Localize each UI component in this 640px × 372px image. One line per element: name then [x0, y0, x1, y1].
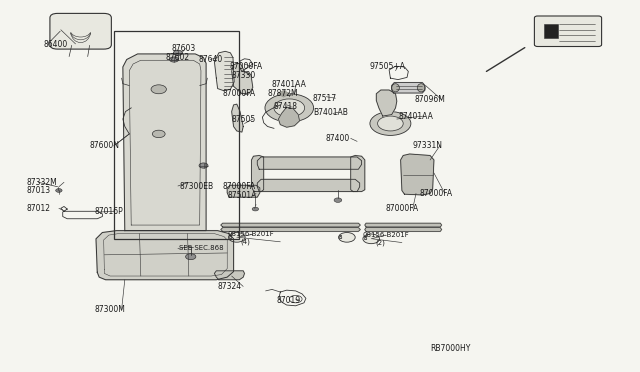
Polygon shape [232, 63, 253, 94]
Circle shape [170, 57, 179, 62]
Circle shape [199, 163, 208, 168]
FancyBboxPatch shape [534, 16, 602, 46]
Text: 87400: 87400 [325, 134, 349, 143]
Circle shape [228, 232, 245, 242]
Text: 87000FA: 87000FA [419, 189, 452, 198]
Ellipse shape [392, 84, 399, 92]
Text: 87324: 87324 [218, 282, 242, 291]
Polygon shape [257, 179, 360, 192]
Circle shape [370, 112, 411, 135]
Text: 87602: 87602 [165, 53, 189, 62]
Bar [114, 31, 239, 239]
Polygon shape [221, 228, 360, 231]
Text: 87603: 87603 [172, 44, 196, 53]
Polygon shape [214, 271, 244, 280]
Ellipse shape [417, 84, 425, 92]
Circle shape [378, 116, 403, 131]
Text: 87016P: 87016P [95, 207, 124, 216]
Polygon shape [257, 157, 362, 169]
Polygon shape [351, 155, 365, 192]
Text: 97505+A: 97505+A [370, 62, 406, 71]
Text: 87332M: 87332M [27, 178, 58, 187]
Bar [544, 24, 558, 38]
Text: 87401AA: 87401AA [272, 80, 307, 89]
Polygon shape [96, 231, 234, 280]
Text: 87517: 87517 [312, 94, 337, 103]
Polygon shape [221, 223, 360, 227]
Text: 97331N: 97331N [413, 141, 443, 150]
Circle shape [173, 50, 182, 55]
Text: 87600N: 87600N [90, 141, 120, 150]
Text: RB7000HY: RB7000HY [430, 344, 470, 353]
Text: 87000FA: 87000FA [385, 204, 419, 213]
Polygon shape [392, 83, 425, 93]
Text: B: B [228, 235, 232, 240]
Circle shape [265, 94, 314, 122]
Text: B: B [363, 236, 367, 241]
Polygon shape [401, 154, 434, 195]
Text: 87401AA: 87401AA [398, 112, 433, 121]
Text: B7401AB: B7401AB [314, 108, 348, 117]
Circle shape [252, 207, 259, 211]
Circle shape [339, 232, 355, 242]
Circle shape [186, 254, 196, 260]
Text: 87000FA: 87000FA [223, 89, 256, 98]
Polygon shape [278, 91, 289, 97]
Text: 87300M: 87300M [95, 305, 125, 314]
Circle shape [334, 198, 342, 202]
Circle shape [56, 189, 62, 192]
Polygon shape [376, 90, 397, 116]
Text: 87019: 87019 [276, 296, 301, 305]
Text: (4): (4) [241, 238, 250, 245]
Text: 87330: 87330 [232, 71, 256, 80]
Text: 86400: 86400 [44, 40, 68, 49]
Circle shape [152, 130, 165, 138]
Circle shape [151, 85, 166, 94]
Circle shape [363, 234, 380, 244]
Text: 87013: 87013 [27, 186, 51, 195]
Text: 87640: 87640 [198, 55, 223, 64]
Text: 87418: 87418 [274, 102, 298, 111]
Polygon shape [252, 155, 264, 192]
Text: 87096M: 87096M [415, 95, 445, 104]
Text: 87501A: 87501A [228, 191, 257, 200]
Text: 87000FA: 87000FA [229, 62, 262, 71]
Text: 87000FA: 87000FA [223, 182, 256, 191]
Polygon shape [365, 223, 442, 227]
Polygon shape [232, 104, 243, 132]
Text: SEE SEC.868: SEE SEC.868 [179, 246, 224, 251]
Text: 08156-B201F: 08156-B201F [228, 231, 275, 237]
Text: 08156-B201F: 08156-B201F [362, 232, 409, 238]
Polygon shape [214, 51, 234, 91]
FancyBboxPatch shape [50, 13, 111, 49]
Text: B: B [339, 235, 342, 240]
Polygon shape [123, 54, 206, 231]
Polygon shape [227, 185, 260, 197]
Circle shape [274, 99, 305, 117]
Text: 87505: 87505 [232, 115, 256, 124]
Polygon shape [365, 228, 442, 231]
Text: (2): (2) [375, 239, 385, 246]
Text: 87012: 87012 [27, 204, 51, 213]
Polygon shape [278, 107, 300, 127]
Text: 87872M: 87872M [268, 89, 298, 98]
Text: 87300EB: 87300EB [179, 182, 213, 190]
